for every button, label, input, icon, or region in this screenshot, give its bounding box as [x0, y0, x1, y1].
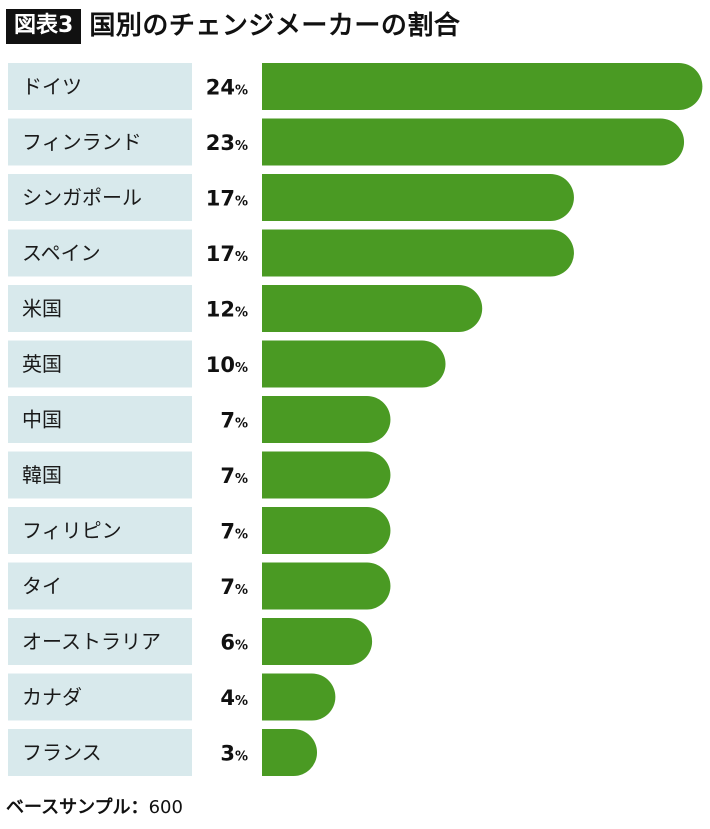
data-label-unit: %	[235, 84, 248, 99]
category-label: 米国	[22, 297, 62, 321]
data-label-unit: %	[235, 639, 248, 654]
data-label: 10%	[206, 353, 248, 377]
data-label: 7%	[220, 575, 248, 599]
data-label-value: 10	[206, 353, 235, 377]
data-label-unit: %	[235, 361, 248, 376]
category-label-bg	[8, 63, 192, 110]
category-label: オーストラリア	[22, 630, 161, 654]
category-label-bg	[8, 285, 192, 332]
data-label-unit: %	[235, 417, 248, 432]
category-label-bg	[8, 618, 192, 665]
data-label-value: 24	[206, 76, 235, 100]
category-label: フィンランド	[22, 130, 142, 154]
category-label: フランス	[22, 741, 102, 765]
figure-badge: 図表3	[6, 8, 82, 44]
bar	[262, 673, 336, 721]
data-label-unit: %	[235, 139, 248, 154]
bar	[262, 229, 574, 277]
category-label-bg	[8, 174, 192, 221]
category-label-bg	[8, 118, 192, 166]
data-label-unit: %	[235, 750, 248, 765]
bar	[262, 174, 574, 221]
data-label: 17%	[206, 187, 248, 211]
category-label-bg	[8, 451, 192, 499]
data-label: 4%	[220, 686, 248, 710]
data-label-unit: %	[235, 694, 248, 709]
data-label-value: 7	[220, 520, 235, 544]
data-label-value: 7	[220, 409, 235, 433]
data-label-value: 4	[220, 686, 235, 710]
data-label-unit: %	[235, 195, 248, 210]
data-label-value: 7	[220, 575, 235, 599]
data-label-unit: %	[235, 472, 248, 487]
data-label-value: 17	[206, 187, 235, 211]
category-label: ドイツ	[22, 75, 82, 99]
category-label: 中国	[22, 408, 62, 432]
category-label-bg	[8, 729, 192, 776]
data-label-unit: %	[235, 306, 248, 321]
data-label: 17%	[206, 242, 248, 266]
data-label: 7%	[220, 520, 248, 544]
data-label-unit: %	[235, 250, 248, 265]
data-label-value: 12	[206, 298, 235, 322]
bar-chart: ドイツ 24% フィンランド 23% シンガポール 17% スペイン 17% 米国 12% 英国 10…	[8, 63, 703, 776]
chart-title: 国別のチェンジメーカーの割合	[89, 11, 461, 41]
bar	[262, 507, 391, 554]
category-label: フィリピン	[22, 519, 122, 543]
bar	[262, 285, 483, 332]
data-label-value: 7	[220, 464, 235, 488]
category-label: シンガポール	[22, 186, 142, 210]
category-label-bg	[8, 340, 192, 388]
data-label-unit: %	[235, 583, 248, 598]
base-sample-value: 600	[148, 797, 183, 818]
data-label: 3%	[220, 742, 248, 766]
bar	[262, 618, 373, 665]
data-label-value: 6	[220, 631, 235, 655]
data-label: 7%	[220, 409, 248, 433]
data-label-value: 3	[220, 742, 235, 766]
bar	[262, 396, 391, 443]
data-label: 23%	[206, 131, 248, 155]
category-label: カナダ	[22, 685, 82, 709]
category-label: スペイン	[22, 241, 101, 265]
data-label: 12%	[206, 298, 248, 322]
category-label-bg	[8, 396, 192, 443]
bar	[262, 451, 391, 499]
category-label: 韓国	[22, 463, 62, 487]
data-label: 6%	[220, 631, 248, 655]
data-label: 24%	[206, 76, 248, 100]
category-label: タイ	[22, 574, 62, 598]
category-label-bg	[8, 229, 192, 277]
base-sample-note: ベースサンプル：600	[6, 796, 183, 820]
bar	[262, 729, 318, 776]
category-label-bg	[8, 562, 192, 610]
category-label-bg	[8, 673, 192, 721]
bar	[262, 63, 703, 110]
base-sample-label: ベースサンプル：	[6, 797, 149, 818]
bar	[262, 340, 446, 388]
data-label-unit: %	[235, 528, 248, 543]
chart-header: 図表3 国別のチェンジメーカーの割合	[6, 8, 460, 44]
bar	[262, 562, 391, 610]
bar	[262, 118, 685, 166]
data-label-value: 17	[206, 242, 235, 266]
data-label-value: 23	[206, 131, 235, 155]
category-label-bg	[8, 507, 192, 554]
category-label: 英国	[22, 352, 62, 376]
data-label: 7%	[220, 464, 248, 488]
